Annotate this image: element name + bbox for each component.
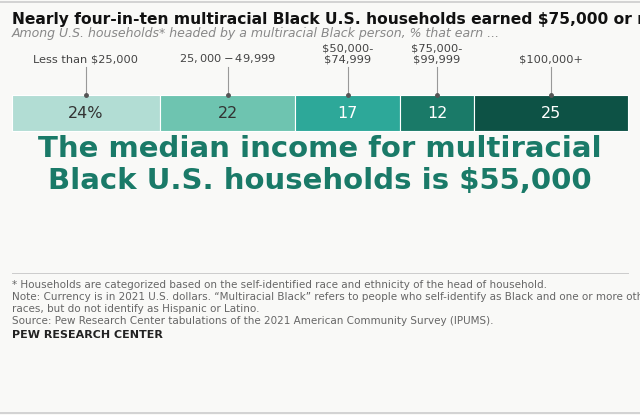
Bar — [474, 95, 628, 131]
Text: 24%: 24% — [68, 105, 104, 120]
Text: $75,000-
$99,999: $75,000- $99,999 — [412, 44, 463, 65]
Text: 25: 25 — [541, 105, 561, 120]
Text: The median income for multiracial: The median income for multiracial — [38, 135, 602, 163]
Text: * Households are categorized based on the self-identified race and ethnicity of : * Households are categorized based on th… — [12, 280, 547, 290]
Text: 17: 17 — [337, 105, 358, 120]
Text: Among U.S. households* headed by a multiracial Black person, % that earn ...: Among U.S. households* headed by a multi… — [12, 27, 500, 40]
Text: Black U.S. households is $55,000: Black U.S. households is $55,000 — [48, 167, 592, 195]
Text: PEW RESEARCH CENTER: PEW RESEARCH CENTER — [12, 330, 163, 340]
Text: Less than $25,000: Less than $25,000 — [33, 55, 138, 65]
Text: races, but do not identify as Hispanic or Latino.: races, but do not identify as Hispanic o… — [12, 304, 259, 314]
Bar — [12, 95, 160, 131]
Bar — [400, 95, 474, 131]
Text: 22: 22 — [218, 105, 237, 120]
Text: Note: Currency is in 2021 U.S. dollars. “Multiracial Black” refers to people who: Note: Currency is in 2021 U.S. dollars. … — [12, 292, 640, 302]
Bar — [296, 95, 400, 131]
Text: $25,000-$49,999: $25,000-$49,999 — [179, 52, 276, 65]
Text: $50,000-
$74,999: $50,000- $74,999 — [322, 44, 373, 65]
Text: 12: 12 — [427, 105, 447, 120]
Text: Nearly four-in-ten multiracial Black U.S. households earned $75,000 or more in 2: Nearly four-in-ten multiracial Black U.S… — [12, 12, 640, 27]
Text: $100,000+: $100,000+ — [519, 55, 583, 65]
Bar — [160, 95, 296, 131]
Text: Source: Pew Research Center tabulations of the 2021 American Community Survey (I: Source: Pew Research Center tabulations … — [12, 316, 493, 326]
